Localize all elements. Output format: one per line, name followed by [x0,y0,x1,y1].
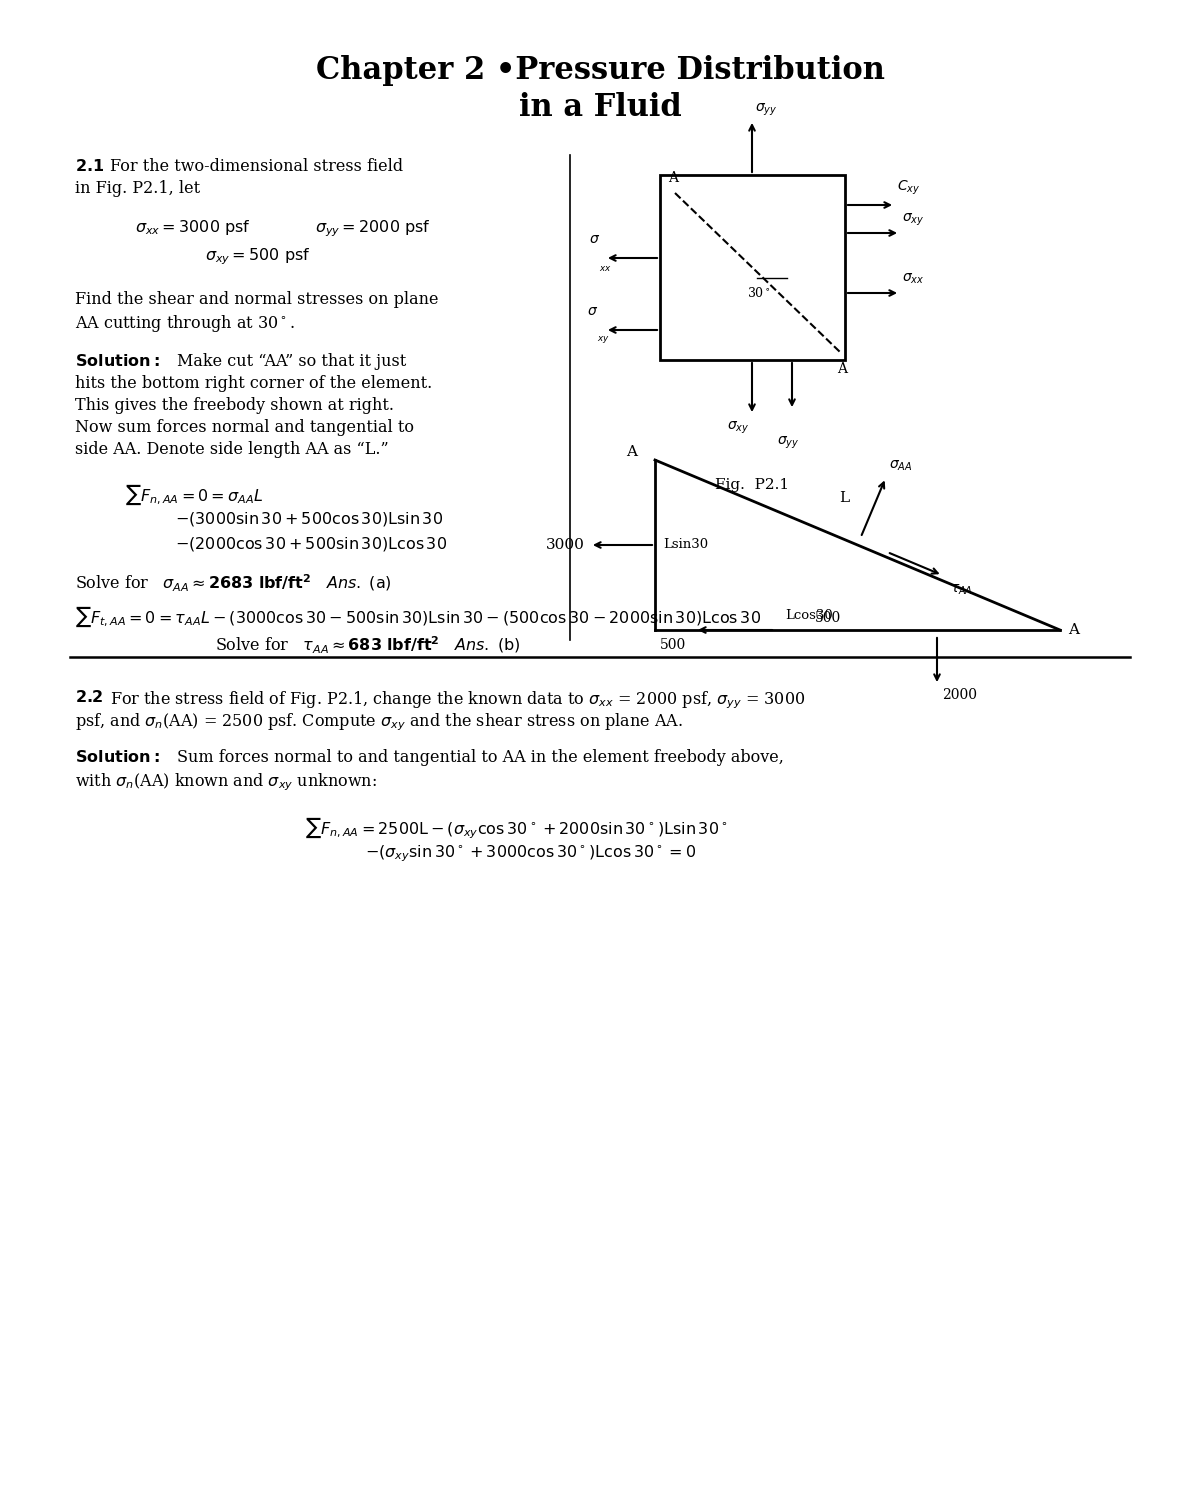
Text: 30$^\circ$: 30$^\circ$ [746,286,770,300]
Text: Solve for   $\sigma_{AA} \approx \mathbf{2683\ lbf/ft^2}$   $\mathit{Ans.}\ \mat: Solve for $\sigma_{AA} \approx \mathbf{2… [74,573,392,594]
Text: 500: 500 [815,610,841,626]
Text: $\sigma_{yy}$: $\sigma_{yy}$ [778,435,799,451]
Text: hits the bottom right corner of the element.: hits the bottom right corner of the elem… [74,375,432,392]
Text: Chapter 2 •Pressure Distribution: Chapter 2 •Pressure Distribution [316,54,884,86]
Text: Now sum forces normal and tangential to: Now sum forces normal and tangential to [74,419,414,436]
Text: This gives the freebody shown at right.: This gives the freebody shown at right. [74,398,394,414]
Text: with $\sigma_n$(AA) known and $\sigma_{xy}$ unknown:: with $\sigma_n$(AA) known and $\sigma_{x… [74,771,377,792]
Text: $\sum F_{t,AA} = 0 = \tau_{AA}L-(3000\cos 30-500\sin 30)\mathrm{L}\sin 30-(500\c: $\sum F_{t,AA} = 0 = \tau_{AA}L-(3000\co… [74,604,761,630]
Text: 2000: 2000 [942,688,977,702]
Text: in a Fluid: in a Fluid [518,93,682,123]
Text: A: A [626,446,637,459]
Text: A: A [668,171,678,184]
Text: 500: 500 [660,638,686,652]
Text: side AA. Denote side length AA as “L.”: side AA. Denote side length AA as “L.” [74,441,389,458]
Bar [660,176,845,360]
Text: $\sigma_{xy} = 500\ \mathrm{psf}$: $\sigma_{xy} = 500\ \mathrm{psf}$ [205,246,311,267]
Text: $C_{xy}$: $C_{xy}$ [898,178,920,196]
Text: $\mathbf{2.2}$: $\mathbf{2.2}$ [74,688,103,706]
Text: For the stress field of Fig. P2.1, change the known data to $\sigma_{xx}$ = 2000: For the stress field of Fig. P2.1, chang… [110,688,805,711]
Text: Lsin30: Lsin30 [662,538,708,552]
Text: $-(2000\cos 30+500\sin 30)\mathrm{L}\cos 30$: $-(2000\cos 30+500\sin 30)\mathrm{L}\cos… [175,536,448,554]
Text: $\sigma_{xx}$: $\sigma_{xx}$ [902,272,924,286]
Text: A: A [1068,622,1079,638]
Text: $\sigma_{xx} = 3000\ \mathrm{psf}$: $\sigma_{xx} = 3000\ \mathrm{psf}$ [134,217,251,237]
Text: For the two-dimensional stress field: For the two-dimensional stress field [110,158,403,176]
Text: Solve for   $\tau_{AA} \approx \mathbf{683\ lbf/ft^2}$   $\mathit{Ans.}\ \mathrm: Solve for $\tau_{AA} \approx \mathbf{683… [215,634,521,656]
Text: Fig.  P2.1: Fig. P2.1 [715,478,790,492]
Text: $\sum F_{n,AA} = 0 = \sigma_{AA}L$: $\sum F_{n,AA} = 0 = \sigma_{AA}L$ [125,483,263,507]
Text: $\sigma_{AA}$: $\sigma_{AA}$ [889,459,912,472]
Text: Sum forces normal to and tangential to AA in the element freebody above,: Sum forces normal to and tangential to A… [178,748,784,766]
Text: in Fig. P2.1, let: in Fig. P2.1, let [74,180,200,196]
Text: Make cut “AA” so that it just: Make cut “AA” so that it just [178,352,407,370]
Text: $_{xx}$: $_{xx}$ [599,261,612,274]
Text: 3000: 3000 [546,538,586,552]
Text: $_{xy}$: $_{xy}$ [598,333,610,346]
Text: AA cutting through at 30$^\circ$.: AA cutting through at 30$^\circ$. [74,314,295,334]
Text: $\sigma_{yy} = 2000\ \mathrm{psf}$: $\sigma_{yy} = 2000\ \mathrm{psf}$ [314,217,431,238]
Text: $\sigma_{xy}$: $\sigma_{xy}$ [902,211,924,228]
Text: $-(3000\sin 30+500\cos 30)\mathrm{L}\sin 30$: $-(3000\sin 30+500\cos 30)\mathrm{L}\sin… [175,510,443,528]
Text: L: L [840,492,850,506]
Text: $\sigma$: $\sigma$ [589,232,600,246]
Text: $-(\sigma_{xy}\sin 30^\circ+3000\cos 30^\circ)\mathrm{L}\cos 30^\circ = 0$: $-(\sigma_{xy}\sin 30^\circ+3000\cos 30^… [365,843,696,864]
Text: $\sum F_{n,AA} = 2500\mathrm{L} - (\sigma_{xy}\cos 30^\circ+2000\sin 30^\circ)\m: $\sum F_{n,AA} = 2500\mathrm{L} - (\sigm… [305,816,727,842]
Text: $\mathbf{Solution:}$: $\mathbf{Solution:}$ [74,352,160,370]
Text: $\sigma$: $\sigma$ [587,304,598,318]
Text: $\sigma_{xy}$: $\sigma_{xy}$ [727,420,750,436]
Text: psf, and $\sigma_n$(AA) = 2500 psf. Compute $\sigma_{xy}$ and the shear stress o: psf, and $\sigma_n$(AA) = 2500 psf. Comp… [74,711,683,732]
Text: $\mathbf{2.1}$: $\mathbf{2.1}$ [74,158,104,176]
Text: $\mathbf{Solution:}$: $\mathbf{Solution:}$ [74,748,160,766]
Text: A: A [838,362,847,376]
Text: $\tau_{AA}$: $\tau_{AA}$ [950,582,973,597]
Text: Find the shear and normal stresses on plane: Find the shear and normal stresses on pl… [74,291,438,308]
Text: $\sigma_{yy}$: $\sigma_{yy}$ [755,102,778,118]
Text: Lcos30: Lcos30 [785,609,833,622]
